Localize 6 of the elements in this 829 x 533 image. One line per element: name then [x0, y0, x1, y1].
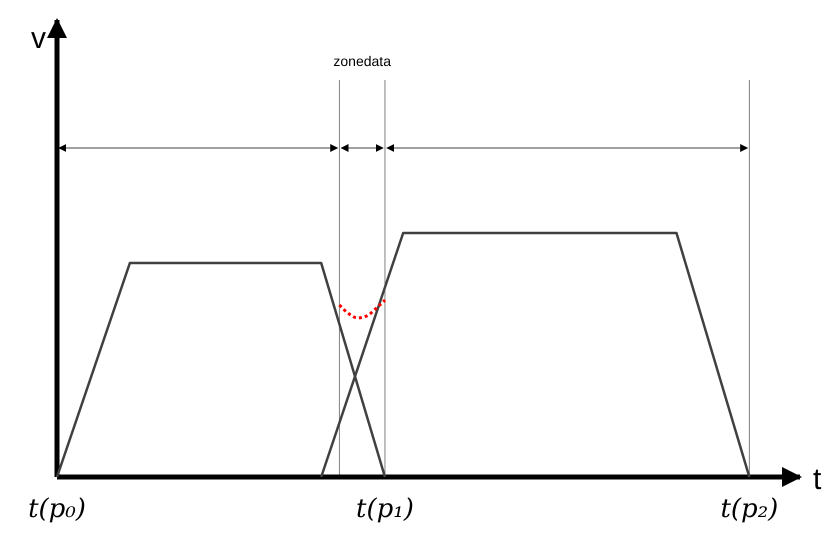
text: zonedata	[333, 53, 392, 69]
x-tick-label: t(p₁)	[356, 494, 414, 524]
x-tick-label: t(p₀)	[28, 494, 86, 524]
x-tick-label: t(p₂)	[720, 494, 778, 524]
text: v	[31, 22, 46, 55]
x-axis-title: t	[813, 463, 822, 496]
